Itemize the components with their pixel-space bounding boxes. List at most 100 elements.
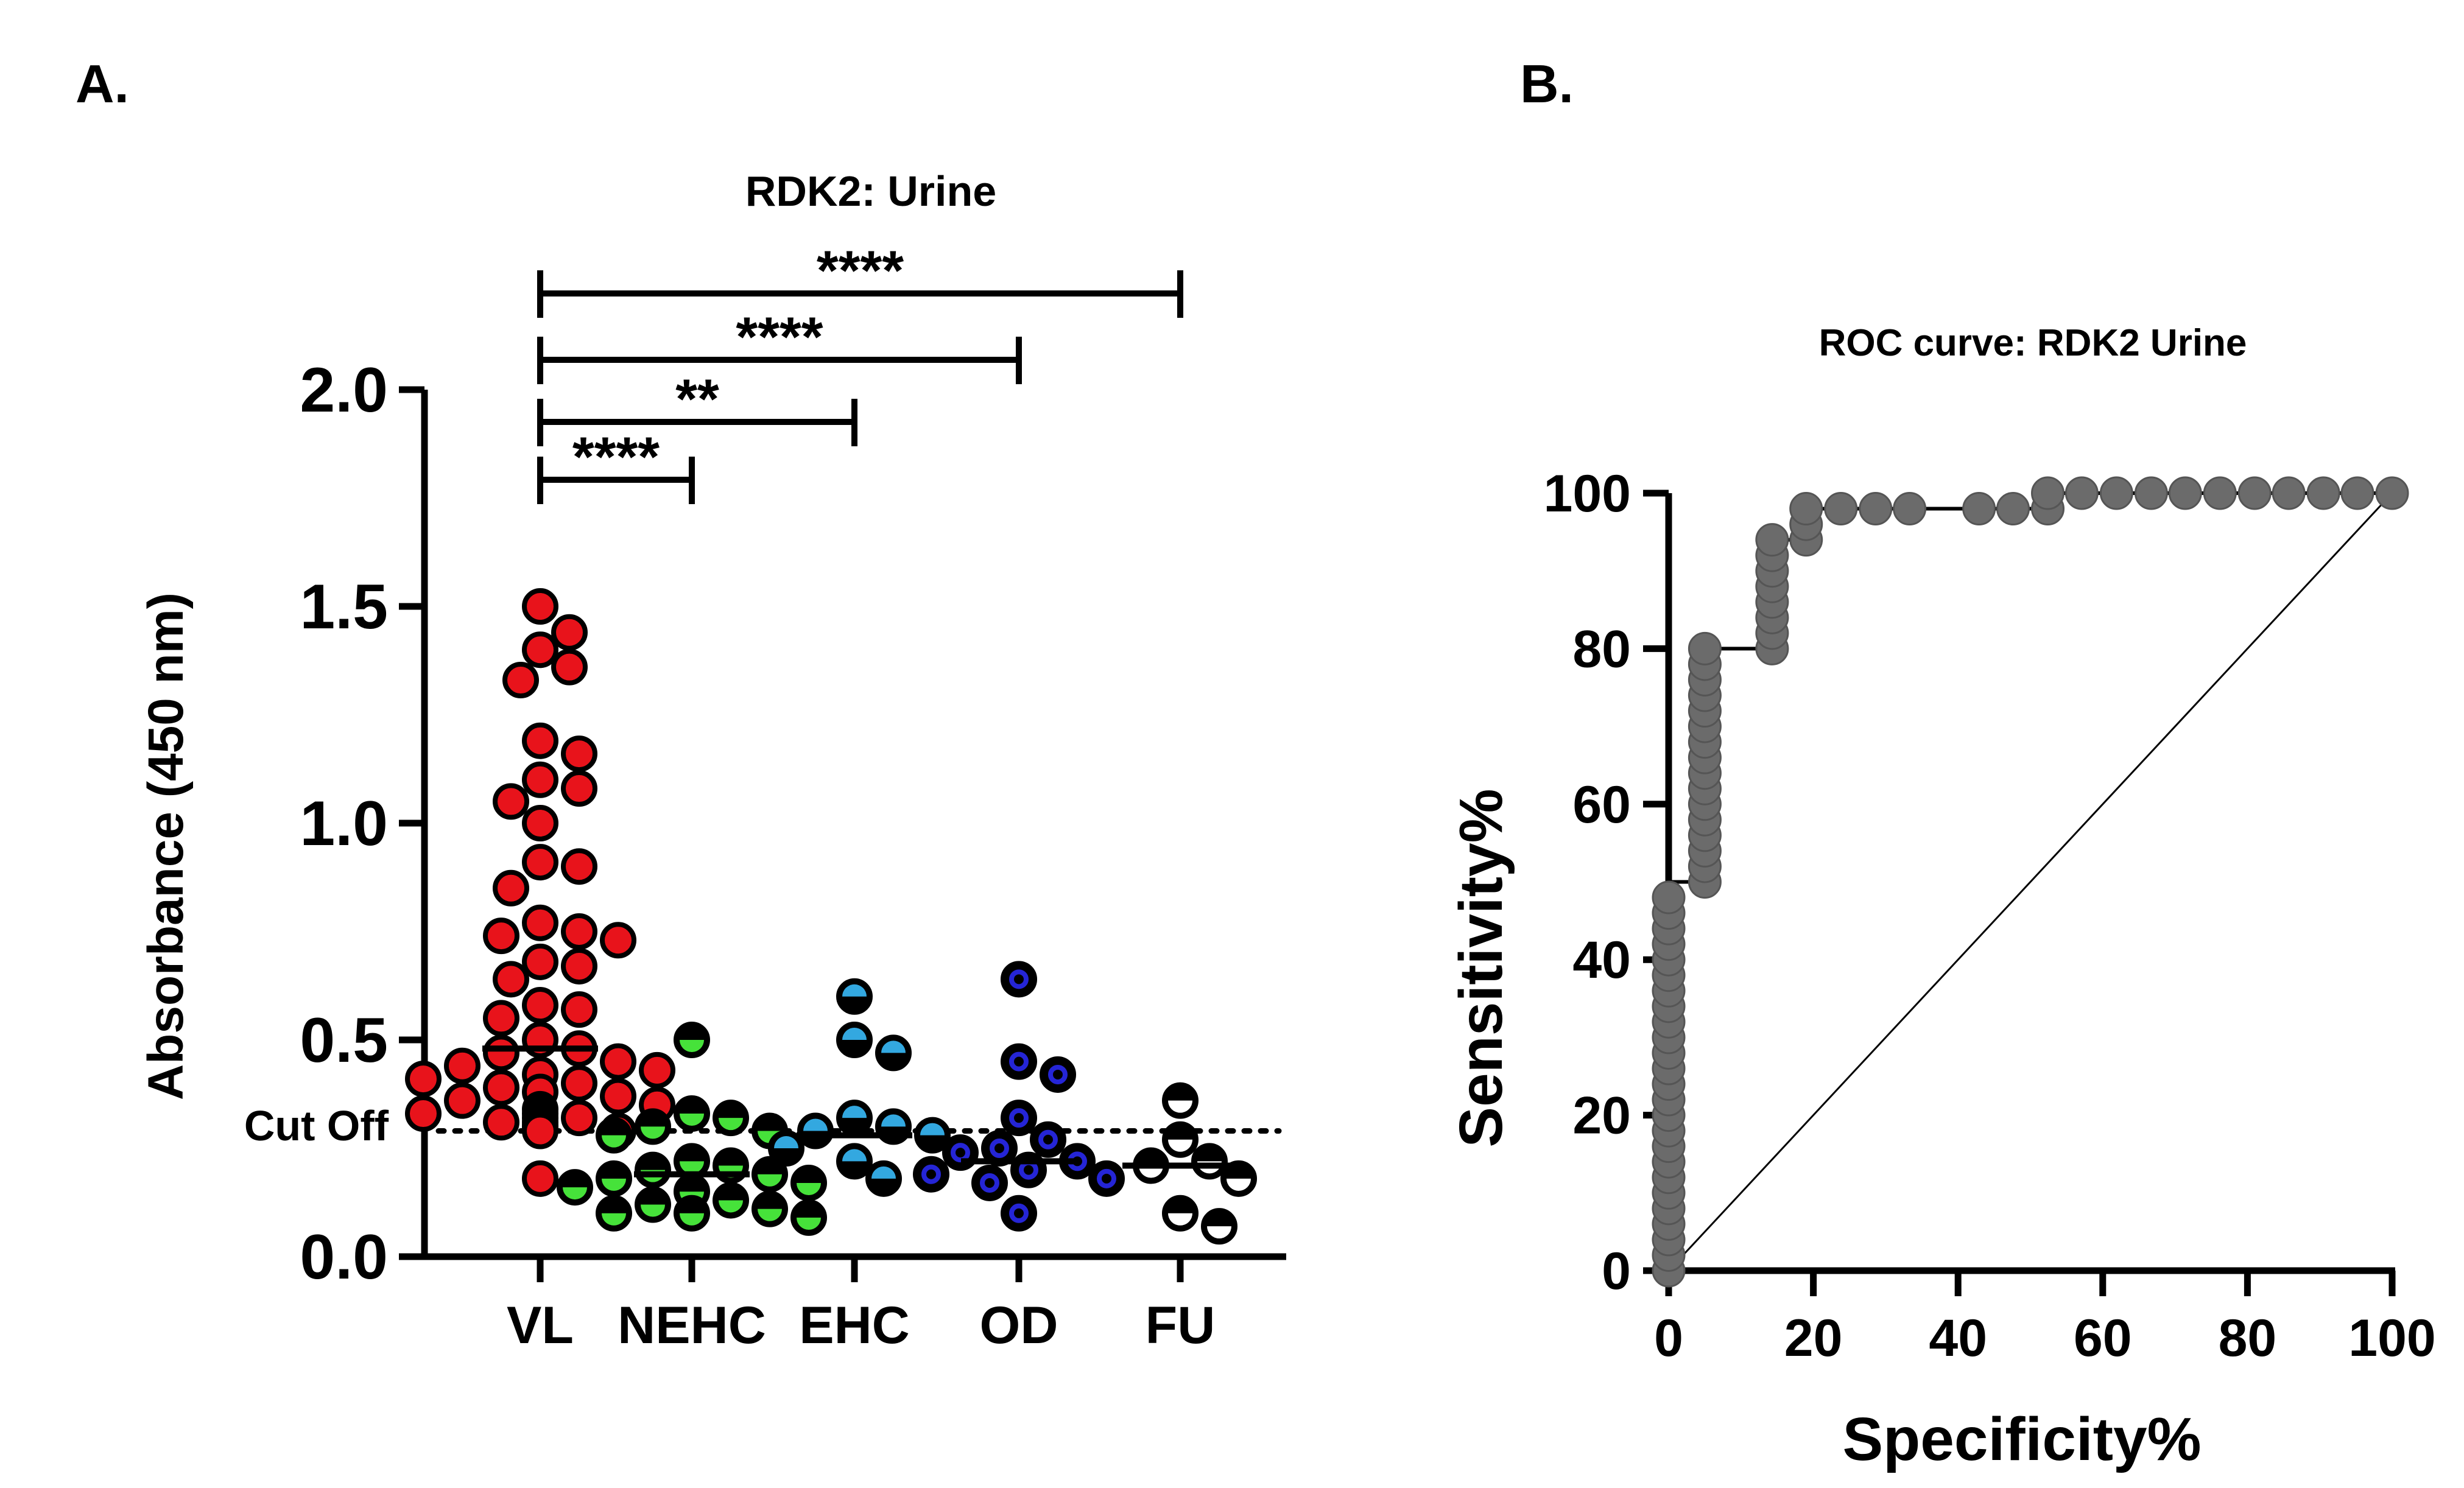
point-fu (1201, 1208, 1237, 1245)
point-marker (522, 1112, 558, 1149)
point-marker (522, 844, 558, 881)
roc-point (1824, 492, 1858, 526)
point-marker-half (881, 1114, 906, 1127)
point-marker-half (1168, 1139, 1192, 1152)
panel-label-a: A. (76, 54, 129, 114)
point-marker-half (842, 1106, 867, 1118)
point-nehc (635, 1108, 671, 1145)
point-vl (444, 1082, 480, 1119)
point-marker (1001, 961, 1037, 998)
chart-b-ytick-label: 60 (1572, 776, 1631, 834)
chart-b-xtick-label: 60 (2074, 1309, 2132, 1367)
chart-b-ytick-label: 80 (1572, 620, 1631, 678)
point-fu (1162, 1082, 1199, 1119)
point-nehc (790, 1199, 827, 1236)
point-marker (444, 1082, 480, 1119)
point-nehc (674, 1195, 710, 1232)
chart-b-xtick-label: 20 (1784, 1309, 1843, 1367)
point-ehc (836, 1022, 873, 1058)
point-marker-half (842, 984, 867, 997)
point-marker-ring (921, 1164, 941, 1184)
point-marker-ring (1009, 969, 1029, 989)
point-vl (561, 913, 597, 950)
point-fu (1191, 1143, 1228, 1180)
point-marker (561, 1100, 597, 1137)
point-nehc (596, 1117, 632, 1154)
point-marker (561, 1065, 597, 1102)
point-nehc (596, 1195, 632, 1232)
roc-point (2203, 476, 2237, 510)
point-marker-half (797, 1217, 821, 1230)
point-marker (522, 805, 558, 841)
point-marker-ring (951, 1143, 970, 1163)
point-ehc (836, 1143, 873, 1180)
point-marker (522, 722, 558, 759)
point-marker (561, 735, 597, 773)
roc-point (1893, 492, 1927, 526)
point-marker-half (871, 1166, 896, 1179)
chart-b-xlabel: Specificity% (1842, 1405, 2201, 1473)
roc-point (2340, 476, 2374, 510)
point-vl (639, 1051, 675, 1089)
point-vl (522, 844, 558, 881)
chart-b-axes: 0 20 40 60 80 100 0 20 40 60 80 100 (1544, 465, 2436, 1367)
chart-b-xtick-label: 80 (2219, 1309, 2277, 1367)
point-vl (493, 869, 529, 907)
chart-a-ylabel: Absorbance (450 nm) (138, 592, 194, 1100)
roc-point (2099, 476, 2133, 510)
roc-point (1755, 523, 1789, 557)
point-vl (522, 987, 558, 1024)
point-od (1040, 1056, 1076, 1093)
roc-point (1789, 492, 1823, 526)
point-vl (483, 1000, 519, 1037)
point-vl (522, 722, 558, 759)
point-marker (600, 1043, 636, 1080)
sig-label: ** (675, 368, 719, 430)
point-marker (561, 770, 597, 807)
point-marker-half (680, 1040, 704, 1052)
roc-point (1996, 492, 2030, 526)
point-vl (483, 1034, 519, 1072)
point-marker (561, 848, 597, 885)
chart-b-ylabel: Sensitivity% (1447, 788, 1515, 1147)
roc-point (2306, 476, 2340, 510)
chart-b-title: ROC curve: RDK2 Urine (1819, 322, 2247, 364)
point-vl (522, 761, 558, 798)
point-vl (405, 1095, 442, 1132)
chart-b: ROC curve: RDK2 Urine Specificity% Sensi… (1447, 322, 2436, 1473)
point-vl (502, 662, 539, 699)
point-marker (971, 1164, 1008, 1201)
point-fu (1162, 1121, 1199, 1158)
chart-b-points (1652, 476, 2409, 1288)
point-vl (600, 1043, 636, 1080)
point-marker (1040, 1056, 1076, 1093)
point-marker-half (1168, 1213, 1192, 1226)
point-marker-half (842, 1028, 867, 1040)
point-marker (493, 869, 529, 907)
point-marker (483, 1034, 519, 1072)
point-marker (493, 783, 529, 820)
point-od (1030, 1121, 1066, 1158)
point-nehc (596, 1160, 632, 1197)
point-marker-half (602, 1213, 626, 1226)
point-vl (600, 922, 636, 959)
chart-a: RDK2: Urine Absorbance (450 nm) Cut Off … (138, 167, 1286, 1355)
point-marker-half (680, 1161, 704, 1174)
point-vl (493, 783, 529, 820)
point-ehc (875, 1034, 912, 1072)
point-vl (483, 918, 519, 955)
chart-b-xtick-label: 0 (1654, 1309, 1683, 1367)
point-vl (522, 631, 558, 669)
roc-point (1688, 631, 1722, 665)
point-ehc (865, 1160, 902, 1197)
point-ehc (914, 1117, 951, 1154)
point-marker (1030, 1121, 1066, 1158)
point-marker (522, 943, 558, 980)
roc-point (2168, 476, 2202, 510)
chart-b-ytick-label: 100 (1544, 465, 1632, 523)
chart-a-ytick-label: 0.0 (300, 1222, 388, 1293)
point-marker (522, 761, 558, 798)
point-vl (561, 735, 597, 773)
point-vl (483, 1104, 519, 1141)
point-marker-half (774, 1136, 798, 1148)
